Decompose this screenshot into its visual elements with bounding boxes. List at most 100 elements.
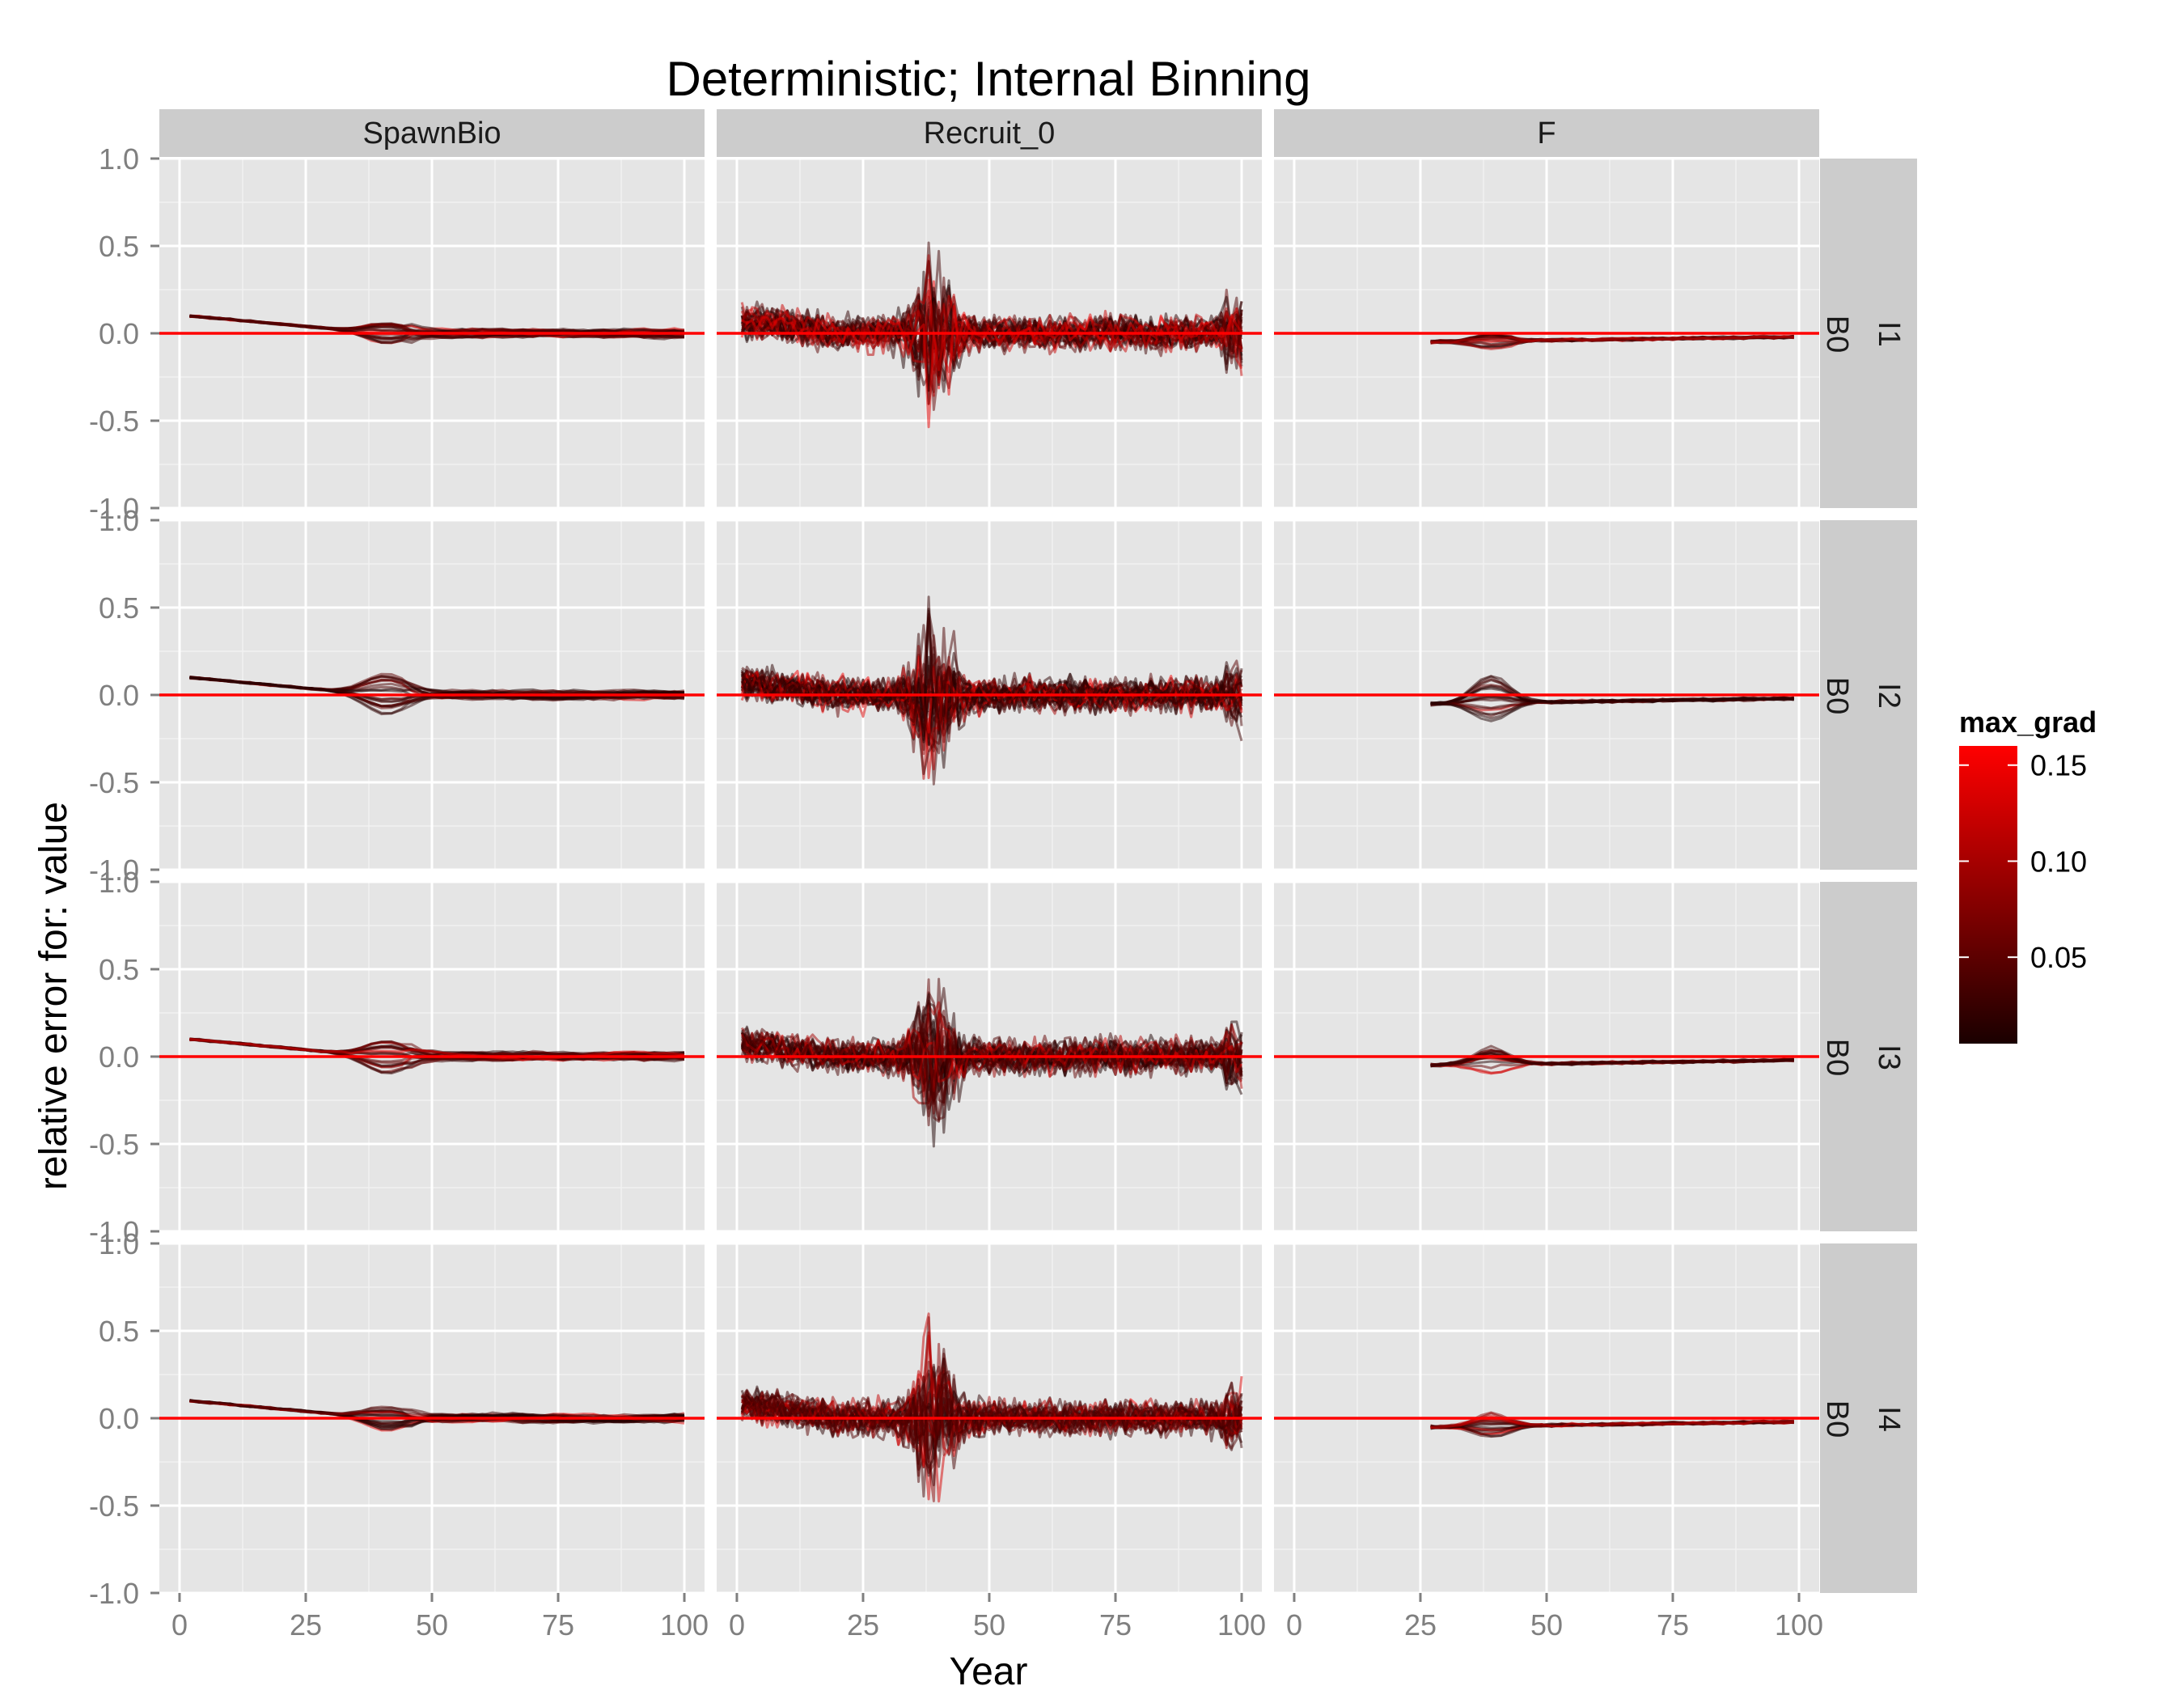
y-tick-label: 1.0 [99,1227,139,1260]
row-strip-background [1820,159,1917,508]
series-line [1430,1052,1794,1067]
legend-break-label: 0.15 [2030,749,2087,782]
x-tick-label: 25 [290,1608,322,1642]
panel-f-i3 [1274,880,1819,1233]
row-strip-label-inner: B0 [1820,1400,1854,1438]
y-tick-label: 0.5 [99,230,139,263]
panel-recruit_0-i4 [717,1242,1262,1595]
panel-recruit_0-i1 [717,157,1262,510]
column-strip-background [717,109,1262,157]
panels-layer: -1.0 -0.5 0.0 0.5 1.0 I1 B0 -1.0 -0.5 0.0 0.5 1.0 I2… [89,109,1917,1642]
row-strip-i3: I3 B0 [1820,882,1917,1231]
x-tick-label: 75 [542,1608,574,1642]
panel-recruit_0-i3 [717,880,1262,1233]
series-group [1430,1411,1795,1438]
y-tick-label: 1.0 [99,504,139,537]
y-tick-label: 0.0 [99,679,139,712]
x-tick-label: 50 [416,1608,448,1642]
x-tick-label: 100 [1217,1608,1266,1642]
y-tick-label: -0.5 [89,766,139,799]
chart-title: Deterministic; Internal Binning [666,52,1310,106]
x-tick-label: 50 [973,1608,1005,1642]
y-tick-label: 0.5 [99,591,139,625]
legend-break-label: 0.10 [2030,845,2087,878]
column-strip-label: SpawnBio [362,116,501,150]
y-tick-label: 0.0 [99,1040,139,1074]
y-axis-title: relative error for: value [32,802,75,1190]
series-line [189,1037,685,1061]
x-tick-label: 25 [847,1608,879,1642]
y-tick-label: 0.5 [99,953,139,986]
panel-f-i2 [1274,519,1819,871]
panel-spawnbio-i1 [159,157,705,510]
panel-f-i4 [1274,1242,1819,1595]
y-tick-label: 0.5 [99,1315,139,1348]
y-tick-label: -1.0 [89,854,139,887]
y-tick-label: 0.0 [99,317,139,350]
row-strip-label-inner: B0 [1820,677,1854,714]
column-strip-label: F [1537,116,1555,150]
x-tick-label: 75 [1099,1608,1132,1642]
column-strip-background [1274,109,1819,157]
series-line [740,1375,1243,1477]
panel-recruit_0-i2 [717,519,1262,871]
x-tick-label: 0 [1286,1608,1302,1642]
series-group [740,595,1243,786]
row-strip-label-inner: B0 [1820,316,1854,353]
series-line [741,1378,1243,1474]
x-tick-label: 50 [1530,1608,1563,1642]
row-strip-i4: I4 B0 [1820,1243,1917,1593]
series-line [741,254,1243,375]
panel-spawnbio-i4 [159,1242,705,1595]
panel-spawnbio-i2 [159,519,705,871]
row-strip-background [1820,520,1917,870]
row-strip-label-inner: B0 [1820,1039,1854,1076]
panel-f-i1 [1274,157,1819,510]
series-line [741,305,1243,429]
column-strip-recruit_0: Recruit_0 [717,109,1262,157]
row-strip-label-outer: I2 [1872,683,1906,709]
series-group [740,977,1243,1148]
y-tick-label: 1.0 [99,142,139,176]
series-group [1430,332,1795,350]
series-line [740,629,1243,775]
legend-break-label: 0.05 [2030,941,2087,974]
series-line [189,1399,685,1424]
row-strip-label-outer: I4 [1872,1406,1906,1432]
y-tick-label: -0.5 [89,405,139,438]
y-tick-label: -0.5 [89,1489,139,1523]
series-line [1430,675,1794,705]
series-group [1430,675,1795,722]
legend-colorbar [1959,746,2017,1044]
y-tick-label: 0.0 [99,1402,139,1435]
x-tick-label: 25 [1404,1608,1437,1642]
y-tick-label: -0.5 [89,1128,139,1161]
y-tick-label: -1.0 [89,1215,139,1248]
legend-title: max_grad [1959,705,2097,739]
y-tick-label: 1.0 [99,866,139,899]
x-tick-label: 0 [171,1608,188,1642]
series-line [1430,335,1794,345]
legend: max_grad 0.15 0.10 0.05 [1959,705,2097,1044]
row-strip-i2: I2 B0 [1820,520,1917,870]
y-tick-label: -1.0 [89,492,139,525]
series-group [740,1312,1243,1503]
series-line [740,1020,1243,1104]
column-strip-spawnbio: SpawnBio [159,109,705,157]
y-tick-label: -1.0 [89,1577,139,1610]
panel-spawnbio-i3 [159,880,705,1233]
x-tick-label: 100 [1775,1608,1823,1642]
row-strip-background [1820,1243,1917,1593]
x-tick-label: 75 [1657,1608,1689,1642]
row-strip-label-outer: I1 [1872,321,1906,347]
row-strip-background [1820,882,1917,1231]
column-strip-background [159,109,705,157]
column-strip-label: Recruit_0 [924,116,1056,150]
x-axis-title: Year [950,1650,1028,1693]
row-strip-label-outer: I3 [1872,1044,1906,1070]
row-strip-i1: I1 B0 [1820,159,1917,508]
series-line [740,665,1243,742]
x-tick-label: 0 [729,1608,745,1642]
